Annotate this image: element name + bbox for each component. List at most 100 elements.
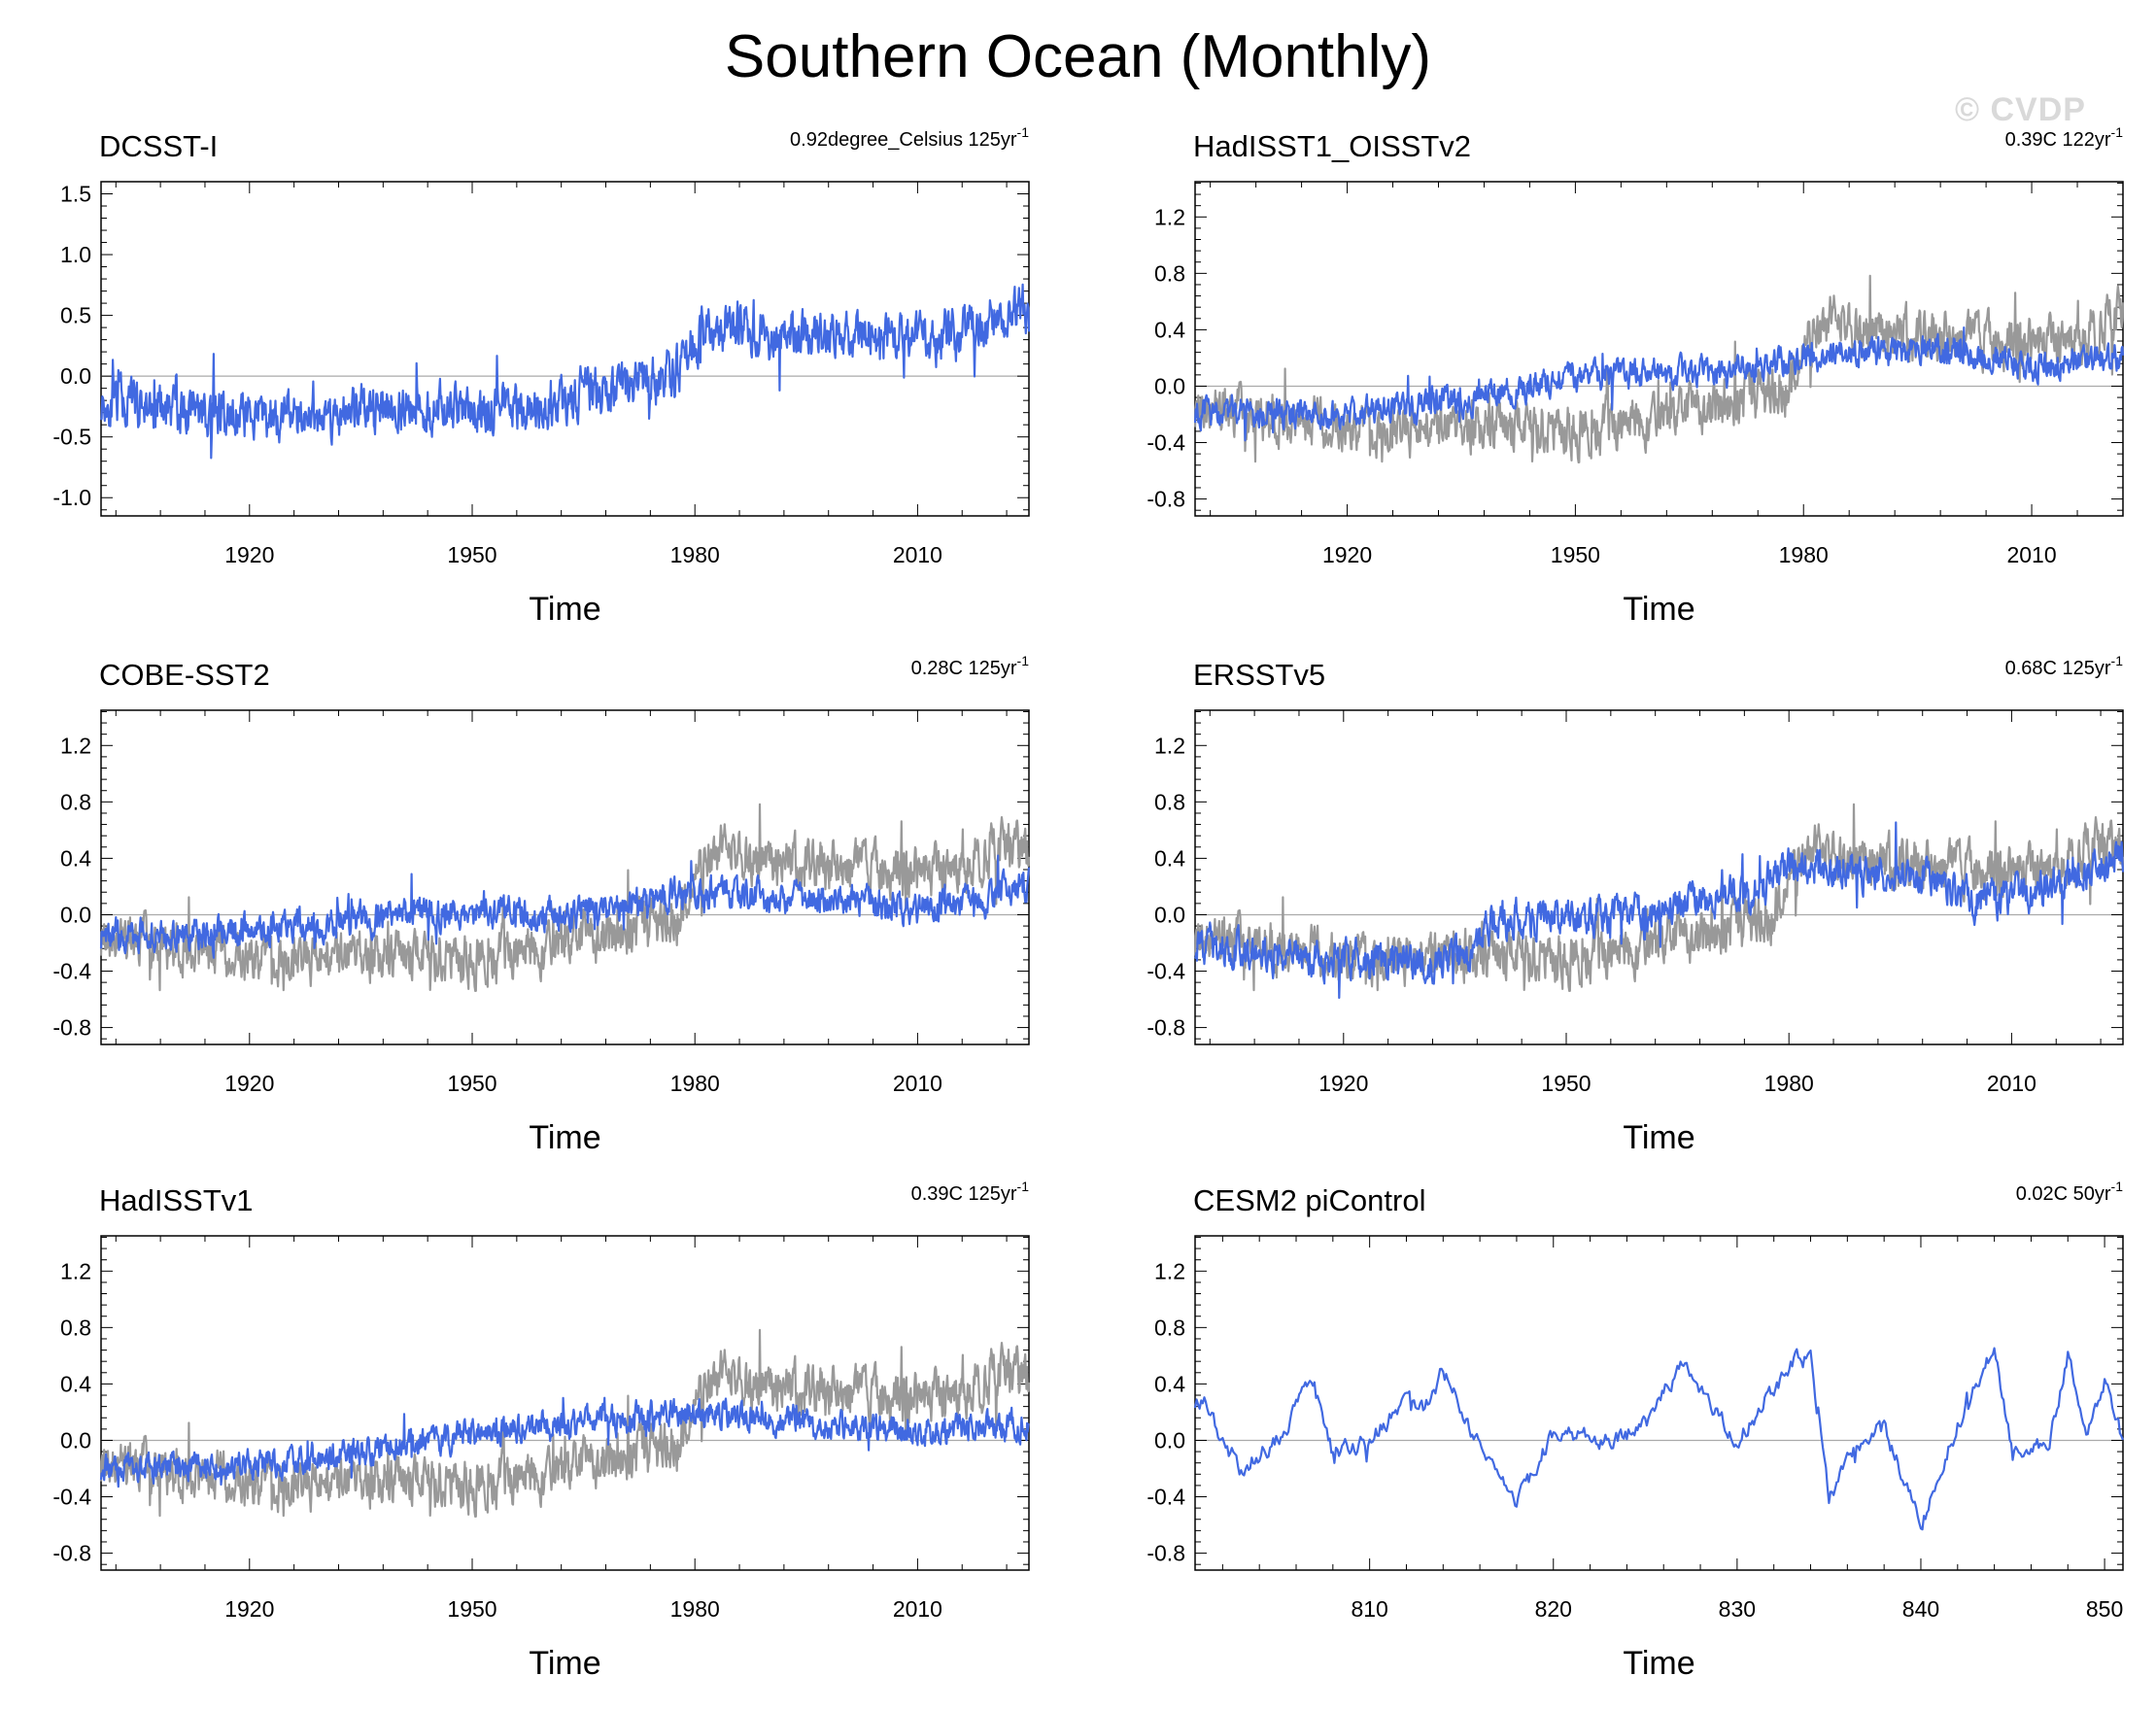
y-tick-label: 0.8 (1154, 1315, 1185, 1340)
panel-title: ERSSTv5 (1193, 658, 1325, 692)
x-tick-label: 1950 (1551, 542, 1600, 567)
dataset-series-line (99, 283, 1031, 460)
chart-panel-3: -0.8 -0.4 0.0 0.4 0.8 1.2 1920 1950 1980 2010 Time… (52, 653, 1031, 1156)
y-tick-label: 0.0 (60, 363, 91, 389)
x-tick-label: 820 (1535, 1596, 1572, 1622)
y-tick-label: 0.4 (1154, 1371, 1185, 1396)
y-tick-label: 1.2 (1154, 1258, 1185, 1283)
x-tick-label: 1980 (670, 1071, 720, 1096)
y-tick-label: -0.5 (52, 425, 91, 450)
dataset-series-line (1194, 821, 2125, 1000)
y-tick-label: 0.0 (60, 902, 91, 927)
y-tick-label: -0.4 (52, 959, 91, 984)
x-tick-label: 1920 (224, 1071, 274, 1096)
panel-title: HadISST1_OISSTv2 (1193, 129, 1471, 163)
x-axis-label: Time (1623, 1119, 1694, 1156)
x-tick-label: 1980 (1764, 1071, 1814, 1096)
y-tick-label: 0.0 (60, 1427, 91, 1453)
x-axis-label: Time (529, 1119, 600, 1156)
y-tick-label: 0.8 (1154, 260, 1185, 286)
y-tick-label: -0.4 (52, 1485, 91, 1510)
plot-frame (1194, 1235, 2124, 1571)
watermark: © CVDP (1955, 91, 2086, 128)
plot-frame (1194, 709, 2124, 1045)
panel-title: CESM2 piControl (1193, 1183, 1425, 1217)
x-tick-label: 2010 (893, 542, 942, 567)
x-axis-label: Time (529, 591, 600, 628)
panel-title: HadISSTv1 (99, 1183, 254, 1217)
x-tick-label: 2010 (1987, 1071, 2036, 1096)
chart-panel-6: -0.8 -0.4 0.0 0.4 0.8 1.2 810 820 830 840 850 Time C… (1146, 1179, 2125, 1682)
x-tick-label: 1950 (1541, 1071, 1591, 1096)
x-tick-label: 810 (1351, 1596, 1387, 1622)
x-tick-label: 1950 (447, 1596, 496, 1622)
trend-label: 0.02C 50yr-1 (2016, 1179, 2124, 1205)
y-tick-label: -0.4 (1146, 430, 1185, 456)
chart-panel-1: -1.0 -0.5 0.0 0.5 1.0 1.5 1920 1950 1980 2010 Time… (52, 124, 1031, 628)
x-tick-label: 1980 (670, 542, 720, 567)
x-tick-label: 850 (2086, 1596, 2123, 1622)
y-tick-label: 0.0 (1154, 902, 1185, 927)
x-tick-label: 2010 (2006, 542, 2056, 567)
plot-frame (100, 1235, 1030, 1571)
y-tick-label: -0.8 (1146, 487, 1185, 512)
y-tick-label: -0.8 (52, 1015, 91, 1041)
x-axis-label: Time (1623, 1645, 1694, 1682)
reference-series-line (99, 803, 1031, 993)
y-tick-label: 0.8 (60, 789, 91, 814)
y-tick-label: 0.4 (60, 845, 91, 871)
y-tick-label: 0.5 (60, 303, 91, 328)
y-tick-label: 0.4 (60, 1371, 91, 1396)
y-tick-label: 0.0 (1154, 373, 1185, 398)
trend-label: 0.92degree_Celsius 125yr-1 (790, 124, 1029, 151)
chart-panel-5: -0.8 -0.4 0.0 0.4 0.8 1.2 1920 1950 1980 2010 Time… (52, 1179, 1031, 1682)
panel-title: COBE-SST2 (99, 658, 270, 692)
x-tick-label: 1950 (447, 1071, 496, 1096)
y-tick-label: 1.2 (60, 1258, 91, 1283)
dataset-series-line (99, 1396, 1030, 1488)
y-tick-label: 1.2 (1154, 733, 1185, 758)
x-tick-label: 2010 (893, 1596, 942, 1622)
x-axis-label: Time (529, 1645, 600, 1682)
x-tick-label: 1980 (1779, 542, 1829, 567)
x-tick-label: 1980 (670, 1596, 720, 1622)
x-tick-label: 1920 (1318, 1071, 1368, 1096)
reference-series-line (99, 1328, 1031, 1519)
dataset-series-line (1193, 326, 2125, 442)
plot-frame (100, 181, 1030, 517)
y-tick-label: 0.0 (1154, 1427, 1185, 1453)
x-tick-label: 830 (1719, 1596, 1756, 1622)
y-tick-label: 1.2 (60, 733, 91, 758)
y-tick-label: -0.8 (52, 1541, 91, 1566)
x-tick-label: 1920 (224, 1596, 274, 1622)
panel-title: DCSST-I (99, 129, 218, 163)
y-tick-label: 1.2 (1154, 204, 1185, 229)
y-tick-label: 0.4 (1154, 845, 1185, 871)
x-tick-label: 2010 (893, 1071, 942, 1096)
x-tick-label: 1950 (447, 542, 496, 567)
y-tick-label: -0.8 (1146, 1015, 1185, 1041)
dataset-series-line (1193, 1347, 2125, 1531)
trend-label: 0.39C 125yr-1 (911, 1179, 1030, 1205)
trend-label: 0.28C 125yr-1 (911, 653, 1030, 679)
dataset-series-line (99, 854, 1031, 959)
y-tick-label: 1.0 (60, 242, 91, 267)
x-tick-label: 1920 (1322, 542, 1372, 567)
chart-panel-4: -0.8 -0.4 0.0 0.4 0.8 1.2 1920 1950 1980 2010 Time… (1146, 653, 2125, 1156)
y-tick-label: -0.4 (1146, 1485, 1185, 1510)
y-tick-label: 0.8 (60, 1315, 91, 1340)
y-tick-label: 0.4 (1154, 317, 1185, 342)
y-tick-label: 0.8 (1154, 789, 1185, 814)
y-tick-label: -0.4 (1146, 959, 1185, 984)
trend-label: 0.68C 125yr-1 (2005, 653, 2124, 679)
page-title: Southern Ocean (Monthly) (724, 23, 1432, 90)
y-tick-label: -1.0 (52, 485, 91, 510)
reference-series-line (1193, 274, 2125, 463)
x-tick-label: 1920 (224, 542, 274, 567)
x-tick-label: 840 (1902, 1596, 1939, 1622)
chart-panel-2: -0.8 -0.4 0.0 0.4 0.8 1.2 1920 1950 1980 2010 Time… (1146, 124, 2125, 628)
y-tick-label: 1.5 (60, 182, 91, 207)
y-tick-label: -0.8 (1146, 1541, 1185, 1566)
trend-label: 0.39C 122yr-1 (2005, 124, 2124, 151)
